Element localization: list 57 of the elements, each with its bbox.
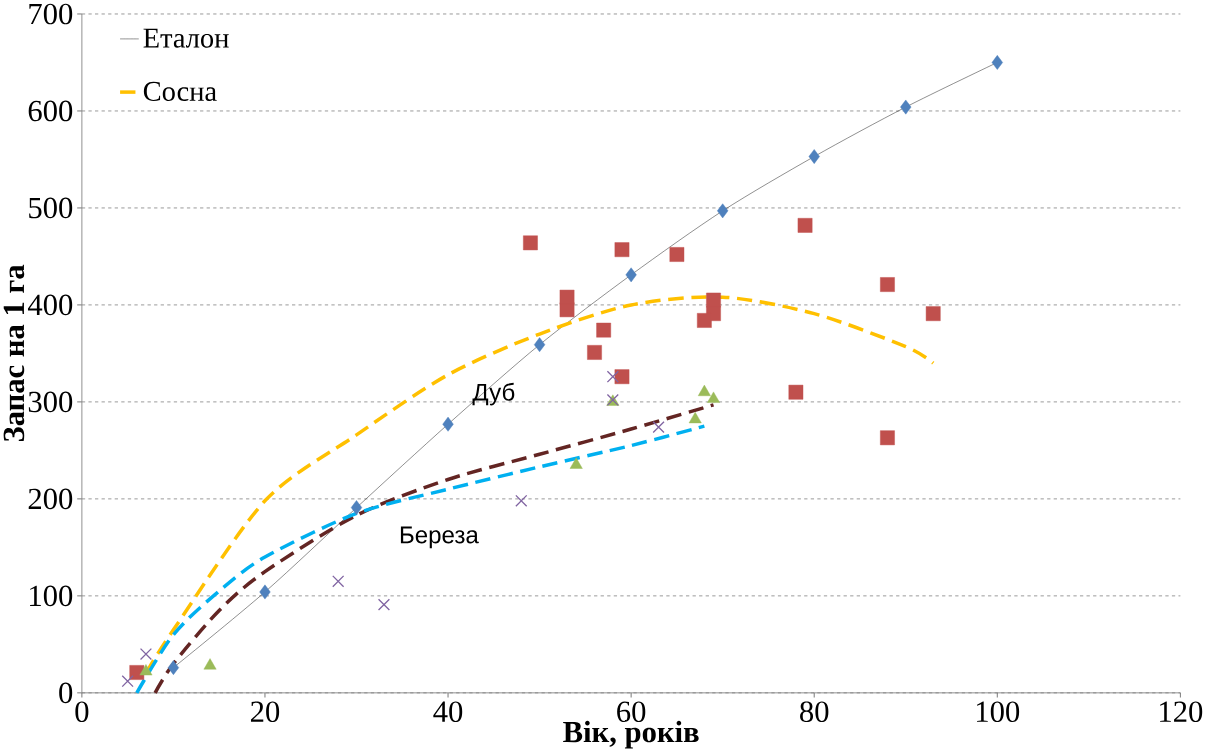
point xyxy=(614,242,630,257)
point xyxy=(569,457,583,469)
point xyxy=(259,584,271,600)
y-tick-label: 0 xyxy=(59,682,73,704)
legend-label: Еталон xyxy=(143,28,229,48)
point xyxy=(688,411,702,424)
point xyxy=(707,391,720,403)
point xyxy=(121,675,134,688)
x-tick-label: 40 xyxy=(433,701,463,722)
point xyxy=(587,344,602,360)
point xyxy=(203,658,217,670)
y-tick-label: 100 xyxy=(30,585,73,607)
y-tick-label: 200 xyxy=(28,488,73,510)
point xyxy=(808,149,820,164)
y-tick-label: 400 xyxy=(27,294,73,316)
point xyxy=(652,420,665,434)
point xyxy=(523,235,538,251)
annotation: Береза xyxy=(400,526,479,549)
x-tick-label: 20 xyxy=(250,701,280,722)
y-tick-label: 600 xyxy=(28,100,73,122)
point xyxy=(797,217,813,233)
point xyxy=(706,292,721,308)
x-tick-label: 80 xyxy=(800,701,829,722)
point xyxy=(606,370,619,383)
point xyxy=(717,203,729,219)
x-tick-label: 0 xyxy=(75,701,89,722)
point xyxy=(880,277,895,292)
y-axis-title: Запас на 1 га xyxy=(3,264,25,441)
x-tick-label: 60 xyxy=(617,701,646,722)
point xyxy=(534,337,546,352)
point xyxy=(991,55,1003,70)
point xyxy=(350,500,363,515)
point xyxy=(669,247,685,262)
point xyxy=(515,494,528,507)
point xyxy=(697,312,712,328)
point xyxy=(625,267,637,283)
point xyxy=(139,664,153,676)
point xyxy=(614,369,630,384)
point xyxy=(559,289,575,305)
point xyxy=(925,306,941,321)
y-tick-label: 700 xyxy=(29,3,73,25)
annotation: Дуб xyxy=(472,382,515,406)
x-tick-label: 100 xyxy=(977,701,1020,722)
point xyxy=(788,384,804,400)
point xyxy=(880,430,895,445)
y-tick-label: 500 xyxy=(29,197,73,219)
point xyxy=(139,647,153,661)
point xyxy=(167,660,179,675)
y-tick-label: 300 xyxy=(28,391,73,413)
legend-label: Сосна xyxy=(143,81,217,101)
point xyxy=(697,384,711,396)
point xyxy=(332,575,345,588)
point xyxy=(442,416,454,432)
point xyxy=(900,99,912,115)
x-tick-label: 120 xyxy=(1160,701,1203,722)
point xyxy=(596,322,611,338)
point xyxy=(377,598,391,611)
